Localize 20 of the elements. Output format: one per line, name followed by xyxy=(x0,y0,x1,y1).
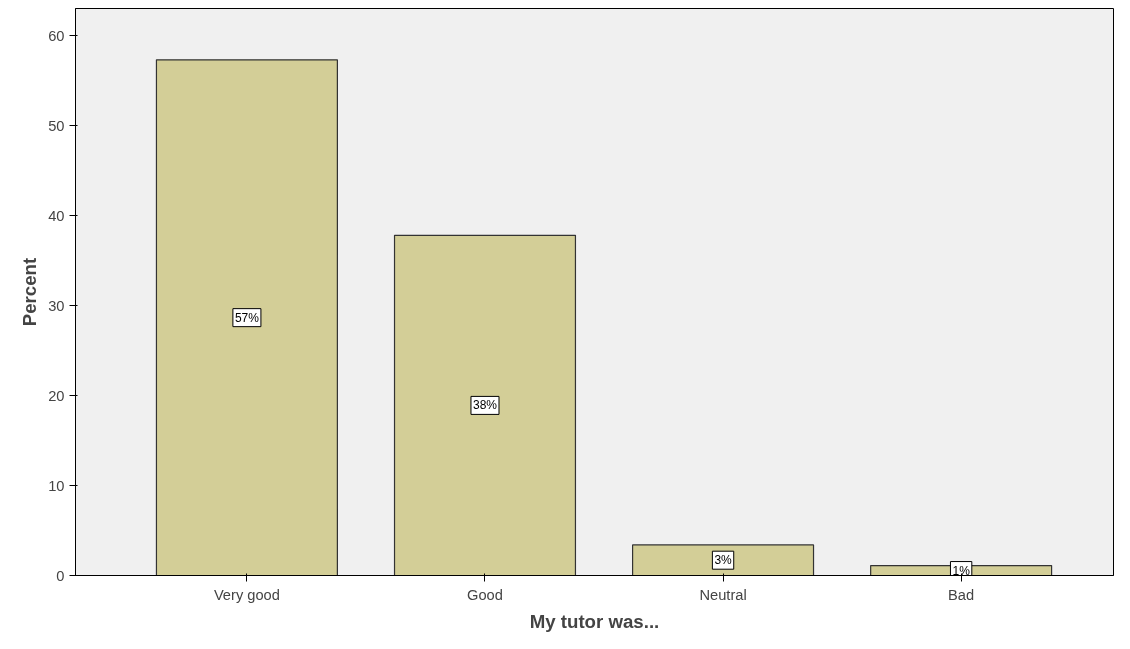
y-tick-label: 50 xyxy=(48,117,65,134)
x-tick-label: Bad xyxy=(948,586,975,603)
data-label: 1% xyxy=(952,563,971,578)
y-tick-label: 0 xyxy=(56,567,65,584)
bar xyxy=(393,234,577,576)
y-tick-label: 60 xyxy=(48,27,65,44)
y-tick-label: 30 xyxy=(48,297,65,314)
data-label: 38% xyxy=(472,398,498,413)
y-tick-label: 20 xyxy=(48,387,65,404)
y-axis-title: Percent xyxy=(19,257,41,327)
bar xyxy=(631,544,815,576)
x-tick-label: Very good xyxy=(213,586,280,603)
bar xyxy=(155,59,338,576)
y-tick-label: 10 xyxy=(48,477,65,494)
y-tick-label: 40 xyxy=(48,207,65,224)
x-tick-label: Good xyxy=(467,586,503,603)
x-tick-label: Neutral xyxy=(699,586,747,603)
data-label: 3% xyxy=(714,553,733,568)
data-label: 57% xyxy=(234,310,260,325)
x-axis-title: My tutor was... xyxy=(529,610,660,632)
